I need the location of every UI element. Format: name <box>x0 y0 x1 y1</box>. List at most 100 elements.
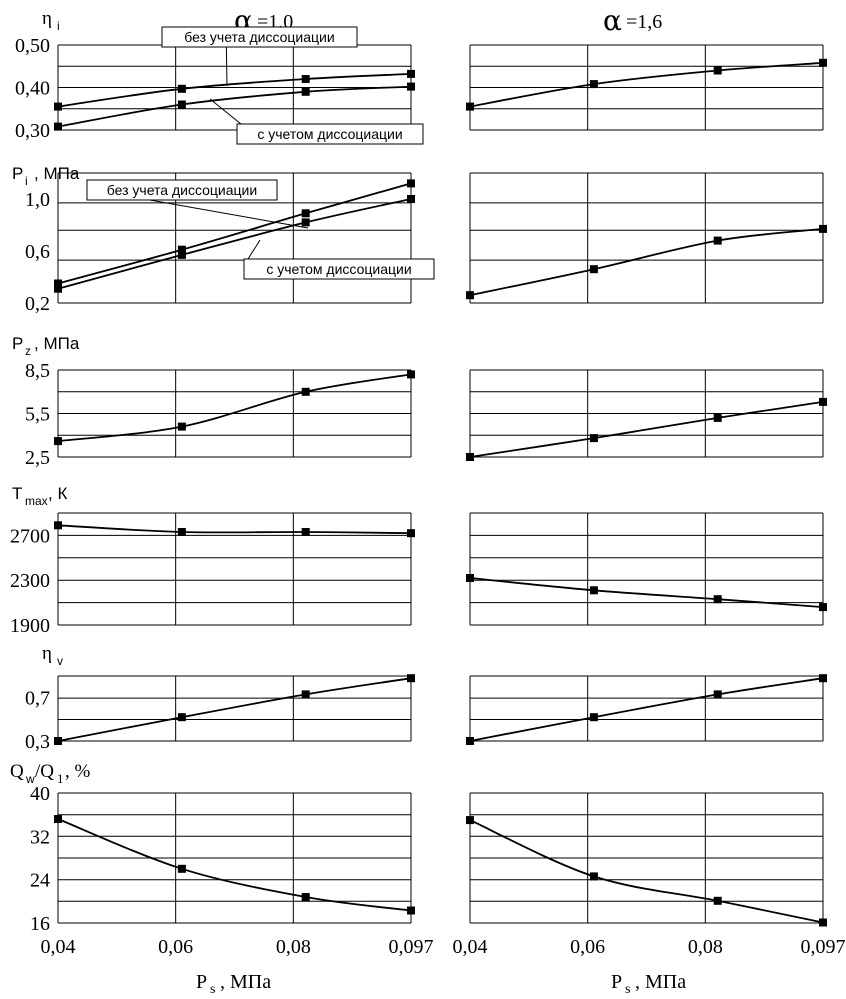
y-tick-label-2-2: 8,5 <box>25 360 50 382</box>
column-title-right: α =1,6 <box>603 4 662 37</box>
data-point-1-right-0-0 <box>466 291 474 300</box>
x-axis-label-left-symbol: P <box>196 971 207 993</box>
x-axis-label-right-unit: , МПа <box>635 971 686 993</box>
y-axis-label-3-sub: max <box>25 494 48 508</box>
data-point-1-left-0-2 <box>301 209 310 218</box>
panel-1-right <box>466 172 827 304</box>
panel-4-left <box>54 674 415 745</box>
panel-3-right <box>466 512 827 626</box>
panel-5-left: 0,04 0,06 0,08 0,097 <box>41 792 434 958</box>
series-line-1-left-1 <box>57 198 412 290</box>
data-point-3-right-0-3 <box>819 603 827 612</box>
annotation-box-1-0 <box>86 179 278 201</box>
data-point-1-right-0-3 <box>819 224 827 233</box>
data-point-1-left-1-2 <box>301 218 310 227</box>
data-point-4-left-0-3 <box>407 674 415 683</box>
y-axis-label-1-unit: , МПа <box>34 164 80 183</box>
data-point-5-right-0-1 <box>589 872 598 881</box>
data-point-1-left-0-0 <box>54 279 62 288</box>
y-tick-label-5-3: 40 <box>30 783 50 805</box>
series-line-3-left-0 <box>57 524 412 535</box>
data-point-2-right-0-3 <box>819 397 827 406</box>
y-axis-label-4-sub: v <box>57 654 63 668</box>
series-line-1-right-0 <box>469 228 824 297</box>
data-point-0-left-0-0 <box>54 102 62 111</box>
data-point-5-left-0-0 <box>54 815 62 823</box>
x-tick-label-left-0: 0,04 <box>41 936 76 958</box>
x-tick-label-right-3: 0,097 <box>801 936 846 958</box>
data-point-4-right-0-1 <box>589 713 598 722</box>
column-title-right-value: =1,6 <box>621 11 662 33</box>
data-point-0-right-0-3 <box>819 58 827 67</box>
y-tick-label-0-2: 0,50 <box>15 35 50 57</box>
data-point-2-left-0-3 <box>407 370 415 379</box>
annotation-text-0-0: без учета диссоциации <box>184 29 334 45</box>
y-tick-label-3-1: 2300 <box>10 570 50 592</box>
y-axis-label-5-symbol: Q <box>10 761 24 782</box>
data-point-0-left-1-3 <box>407 82 415 91</box>
x-tick-label-left-2: 0,08 <box>276 936 311 958</box>
data-point-3-right-0-0 <box>466 574 474 582</box>
data-point-5-left-0-2 <box>301 893 310 901</box>
annotation-box-1-1 <box>243 258 435 280</box>
data-point-0-right-0-0 <box>466 102 474 111</box>
y-tick-label-5-2: 32 <box>30 826 50 848</box>
annotation-text-0-1: с учетом диссоциации <box>257 126 402 142</box>
data-point-1-left-1-0 <box>54 284 62 293</box>
x-axis-label-right: P s , МПа <box>611 971 686 997</box>
series-line-0-left-1 <box>57 85 412 128</box>
x-axis-label-right-sub: s <box>625 982 630 997</box>
x-tick-label-left-3: 0,097 <box>389 936 434 958</box>
annotation-box-0-1 <box>236 123 424 145</box>
data-point-1-right-0-1 <box>589 265 598 274</box>
y-tick-label-5-1: 24 <box>30 870 50 892</box>
data-point-5-right-0-0 <box>466 816 474 825</box>
data-point-2-right-0-2 <box>713 413 722 422</box>
y-axis-label-2-symbol: P <box>12 334 23 353</box>
y-axis-label-0-symbol: η <box>42 8 52 29</box>
y-tick-label-0-0: 0,30 <box>15 120 50 142</box>
series-line-3-right-0 <box>469 577 824 608</box>
y-axis-label-5-sub2: 1 <box>57 771 64 786</box>
data-point-0-left-0-2 <box>301 75 310 83</box>
annotation-text-1-1: с учетом диссоциации <box>266 261 411 277</box>
annotation-1-1: с учетом диссоциации <box>243 239 435 280</box>
y-axis-label-3-unit: , К <box>48 484 67 503</box>
data-point-0-left-1-0 <box>54 122 62 131</box>
y-tick-label-4-1: 0,7 <box>25 688 50 710</box>
data-point-2-left-0-1 <box>177 422 186 431</box>
data-point-0-left-1-2 <box>301 87 310 96</box>
y-axis-label-2-sub: z <box>25 344 31 358</box>
annotation-leader-0-0 <box>225 46 228 87</box>
annotation-0-1: с учетом диссоциации <box>209 98 424 145</box>
data-point-1-right-0-2 <box>713 236 722 245</box>
data-point-1-left-1-1 <box>177 250 186 259</box>
y-tick-label-5-0: 16 <box>30 913 50 935</box>
y-axis-label-1-sub: i <box>25 174 28 188</box>
annotation-leader-1-0 <box>149 199 309 229</box>
panel-4-right <box>466 674 827 745</box>
y-tick-label-1-0: 0,2 <box>25 293 50 315</box>
y-tick-label-1-1: 0,6 <box>25 241 50 263</box>
y-tick-label-2-1: 5,5 <box>25 404 50 426</box>
annotation-leader-0-1 <box>209 98 242 125</box>
series-line-5-left-0 <box>57 818 412 912</box>
x-axis-label-left-sub: s <box>210 982 215 997</box>
data-point-2-left-0-2 <box>301 387 310 396</box>
data-point-2-left-0-0 <box>54 437 62 446</box>
data-point-4-left-0-2 <box>301 690 310 699</box>
panel-1-left: без учета диссоциации с учетом диссоциаци… <box>54 172 435 304</box>
data-point-0-left-1-1 <box>177 100 186 109</box>
data-point-0-left-0-1 <box>177 84 186 93</box>
panel-2-left <box>54 369 415 458</box>
data-point-3-right-0-2 <box>713 595 722 604</box>
annotation-0-0: без учета диссоциации <box>161 26 358 87</box>
data-point-4-right-0-2 <box>713 690 722 699</box>
data-point-0-right-0-1 <box>589 80 598 89</box>
